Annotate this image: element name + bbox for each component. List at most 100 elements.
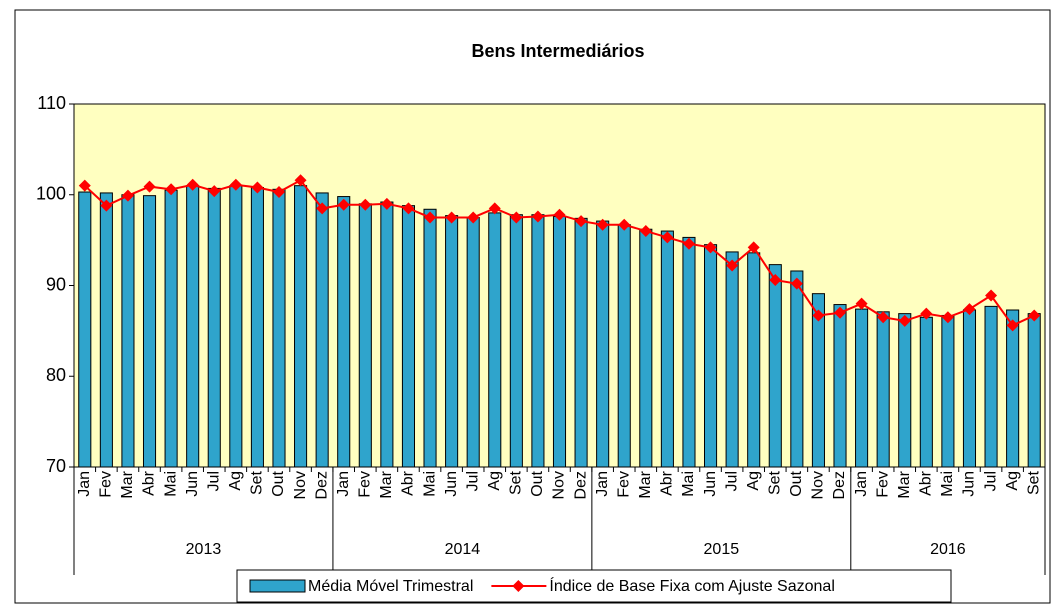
x-tick-label: Set	[249, 470, 266, 495]
x-tick-label: Fev	[615, 471, 632, 498]
bar	[337, 196, 351, 468]
marker	[380, 197, 393, 210]
bar	[445, 215, 459, 468]
bar	[315, 192, 329, 468]
bar	[294, 185, 308, 468]
x-tick-label: Ag	[486, 471, 503, 491]
bar	[121, 194, 135, 468]
x-tick-label: Ag	[1004, 471, 1021, 491]
bar	[78, 191, 92, 468]
x-tick-label: Nov	[810, 471, 827, 499]
x-tick-label: Jul	[723, 471, 740, 491]
bar	[229, 185, 243, 468]
marker	[704, 241, 717, 254]
marker	[424, 211, 437, 224]
year-label: 2015	[704, 541, 740, 558]
marker	[985, 289, 998, 302]
legend-box	[236, 569, 952, 603]
x-tick-label: Jul	[982, 471, 999, 491]
x-tick-label: Ag	[745, 471, 762, 491]
bar	[898, 313, 912, 468]
bar	[401, 205, 415, 468]
x-tick-label: Jun	[184, 471, 201, 497]
x-tick-label: Nov	[292, 471, 309, 499]
x-tick-label: Jan	[335, 471, 352, 497]
bar	[962, 309, 977, 468]
bar	[423, 208, 437, 468]
x-tick-label: Out	[270, 470, 287, 496]
bar	[833, 304, 847, 468]
marker	[834, 306, 847, 319]
x-tick-label: Set	[508, 470, 525, 495]
x-tick-label: Nov	[551, 471, 568, 499]
bar	[855, 308, 869, 468]
x-tick-label: Jun	[961, 471, 978, 497]
x-tick-label: Fev	[98, 471, 115, 498]
marker	[251, 181, 264, 194]
x-tick-label: Abr	[400, 470, 417, 496]
year-label: 2014	[445, 541, 481, 558]
x-tick-label: Mar	[378, 470, 395, 498]
marker	[769, 274, 782, 287]
bar	[768, 264, 782, 468]
x-tick-label: Abr	[918, 470, 935, 496]
marker	[78, 179, 91, 192]
x-tick-label: Jun	[443, 471, 460, 497]
bar	[639, 228, 653, 468]
x-tick-label: Out	[529, 470, 546, 496]
x-tick-label: Set	[766, 470, 783, 495]
marker	[575, 215, 588, 228]
marker	[121, 189, 134, 202]
chart-title: Bens Intermediários	[471, 41, 644, 61]
x-tick-label: Set	[1025, 470, 1042, 495]
marker	[186, 178, 199, 191]
bar	[725, 251, 739, 468]
marker	[316, 202, 329, 215]
marker	[747, 241, 760, 254]
legend-swatch	[249, 579, 306, 593]
marker	[208, 185, 221, 198]
marker	[100, 199, 113, 212]
marker	[963, 303, 976, 316]
x-tick-label: Dez	[572, 471, 589, 499]
marker	[165, 183, 178, 196]
y-tick-label: 100	[36, 184, 66, 204]
marker	[1006, 319, 1019, 332]
marker	[1028, 309, 1041, 322]
year-label: 2016	[930, 541, 966, 558]
y-tick-label: 80	[46, 365, 66, 385]
x-tick-label: Ag	[227, 471, 244, 491]
bar	[531, 214, 545, 468]
bar	[876, 311, 890, 468]
marker	[661, 231, 674, 244]
x-tick-label: Mar	[637, 470, 654, 498]
y-tick-label: 90	[46, 274, 66, 294]
bar	[250, 186, 264, 468]
x-tick-label: Abr	[141, 470, 158, 496]
marker	[294, 174, 307, 187]
marker	[229, 178, 242, 191]
x-tick-label: Jun	[702, 471, 719, 497]
bar	[596, 220, 610, 468]
bar	[186, 185, 200, 468]
y-tick-label: 70	[46, 456, 66, 476]
bar	[164, 189, 178, 468]
bar	[466, 216, 480, 468]
bar	[704, 244, 718, 468]
x-tick-label: Jan	[594, 471, 611, 497]
bar	[682, 236, 696, 468]
x-tick-label: Fev	[357, 471, 374, 498]
bar	[380, 201, 394, 468]
marker	[790, 277, 803, 290]
bar	[358, 203, 372, 468]
marker	[682, 237, 695, 250]
bar	[488, 212, 502, 468]
x-tick-label: Jul	[464, 471, 481, 491]
y-tick-label: 110	[37, 93, 66, 113]
marker	[898, 314, 911, 327]
marker	[488, 202, 501, 215]
bar	[617, 224, 631, 468]
bar	[142, 195, 157, 468]
marker	[941, 311, 954, 324]
